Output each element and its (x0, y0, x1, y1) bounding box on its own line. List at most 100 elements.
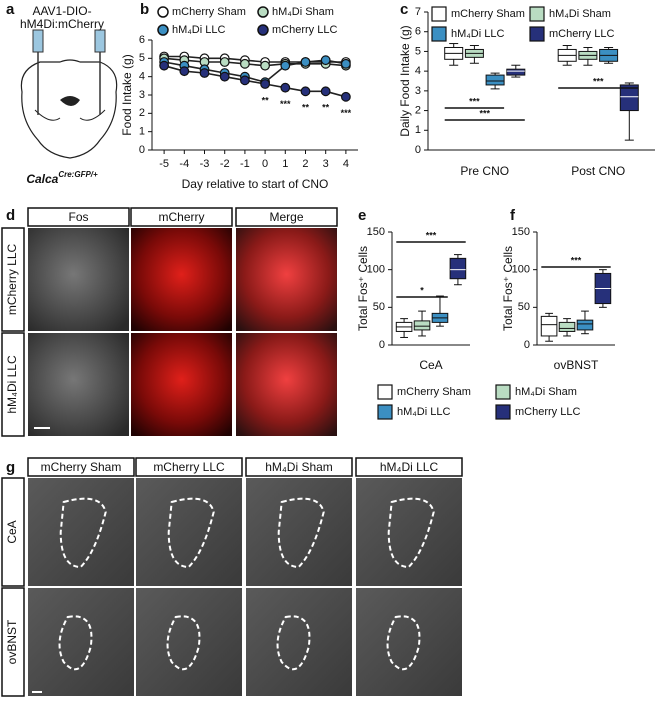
panel-label: e (358, 207, 366, 224)
y-tick-label: 5 (415, 45, 421, 57)
box (506, 68, 526, 76)
y-tick-label: 2 (139, 107, 145, 119)
legend-label: mCherry Sham (397, 386, 471, 398)
region-outline (59, 497, 107, 569)
panel-label: b (140, 1, 149, 18)
significance-label: *** (280, 99, 291, 109)
legend-marker (157, 6, 169, 18)
significance-label: *** (479, 108, 490, 118)
data-point (219, 71, 230, 82)
data-point (300, 57, 311, 67)
legend-swatch (377, 404, 393, 420)
y-tick-label: 2 (415, 104, 421, 116)
y-tick-label: 0 (415, 144, 421, 156)
y-tick-label: 6 (139, 34, 145, 46)
construct-label: hM4Di:mCherry (20, 17, 104, 31)
genotype-superscript: Cre:GFP/+ (58, 170, 98, 179)
region-outline (387, 497, 435, 569)
y-tick-label: 50 (518, 301, 530, 313)
data-point (219, 57, 230, 67)
data-point (340, 58, 351, 69)
legend-swatch (495, 404, 511, 420)
x-tick-label: -5 (159, 158, 169, 170)
panel-label: g (6, 459, 15, 476)
legend-label: mCherry Sham (451, 8, 525, 20)
micrograph (136, 588, 242, 696)
x-tick-label: CeA (419, 358, 442, 372)
data-point (340, 91, 351, 102)
box (619, 84, 639, 112)
y-tick-label: 3 (415, 85, 421, 97)
box (576, 319, 594, 331)
panel-a-art (20, 29, 118, 159)
data-point (280, 60, 291, 71)
legend-swatch (495, 384, 511, 400)
series-line (164, 57, 346, 67)
data-point (320, 86, 331, 97)
legend-swatch (529, 6, 545, 22)
legend-label: mCherry LLC (272, 24, 337, 36)
row-header: ovBNST (5, 619, 19, 664)
column-header: mCherry (158, 210, 204, 224)
x-axis-label: Day relative to start of CNO (182, 177, 329, 191)
legend-label: mCherry Sham (172, 6, 246, 18)
micrograph (246, 478, 352, 586)
box (485, 74, 505, 86)
row-header-box (1, 227, 25, 332)
construct-label: AAV1-DIO- (32, 4, 91, 18)
legend-label: hM₄Di Sham (549, 8, 611, 20)
legend-swatch (377, 384, 393, 400)
y-axis-label: Total Fos⁺ Cells (356, 246, 370, 331)
micrograph (356, 478, 462, 586)
column-header-box (135, 457, 243, 477)
data-point (240, 58, 250, 69)
column-header: mCherry Sham (41, 460, 122, 474)
significance-label: *** (571, 255, 582, 265)
column-header-box (27, 207, 130, 227)
significance-label: *** (341, 108, 352, 118)
column-header-box (355, 457, 463, 477)
y-tick-label: 6 (415, 26, 421, 38)
legend-label: mCherry LLC (549, 28, 614, 40)
box (558, 321, 576, 332)
column-header: Merge (269, 210, 303, 224)
legend-marker (257, 6, 269, 18)
column-header-box (235, 207, 338, 227)
x-tick-label: Post CNO (571, 164, 625, 178)
y-tick-label: 4 (415, 65, 421, 77)
legend-label: hM₄Di LLC (172, 24, 225, 36)
series-line (163, 64, 347, 98)
y-axis-label: Daily Food Intake (g) (398, 25, 412, 136)
legend-label: hM₄Di LLC (397, 406, 450, 418)
x-tick-label: 0 (262, 158, 268, 170)
data-point (199, 68, 210, 78)
y-tick-label: 50 (373, 301, 385, 313)
significance-label: ** (262, 95, 270, 105)
legend-swatch (431, 6, 447, 22)
data-point (260, 79, 270, 89)
column-header: hM₄Di LLC (380, 460, 439, 474)
micrograph (236, 228, 337, 331)
y-tick-label: 150 (367, 226, 385, 238)
micrograph (131, 333, 232, 436)
column-header: mCherry LLC (153, 460, 225, 474)
data-point (260, 60, 270, 71)
micrograph (28, 588, 134, 696)
x-tick-label: 3 (323, 158, 329, 170)
significance-label: *** (593, 76, 604, 86)
box (449, 257, 467, 280)
y-axis-label: Food Intake (g) (120, 54, 134, 135)
y-tick-label: 7 (415, 6, 421, 18)
y-tick-label: 100 (367, 264, 385, 276)
x-tick-label: 1 (282, 158, 288, 170)
series-line (163, 59, 347, 84)
x-tick-label: 4 (343, 158, 349, 170)
x-tick-label: -4 (179, 158, 189, 170)
data-point (300, 86, 311, 97)
legend-marker (257, 24, 269, 36)
column-header: Fos (68, 210, 88, 224)
x-tick-label: 2 (302, 158, 308, 170)
significance-label: *** (469, 96, 480, 106)
data-point (159, 60, 170, 71)
